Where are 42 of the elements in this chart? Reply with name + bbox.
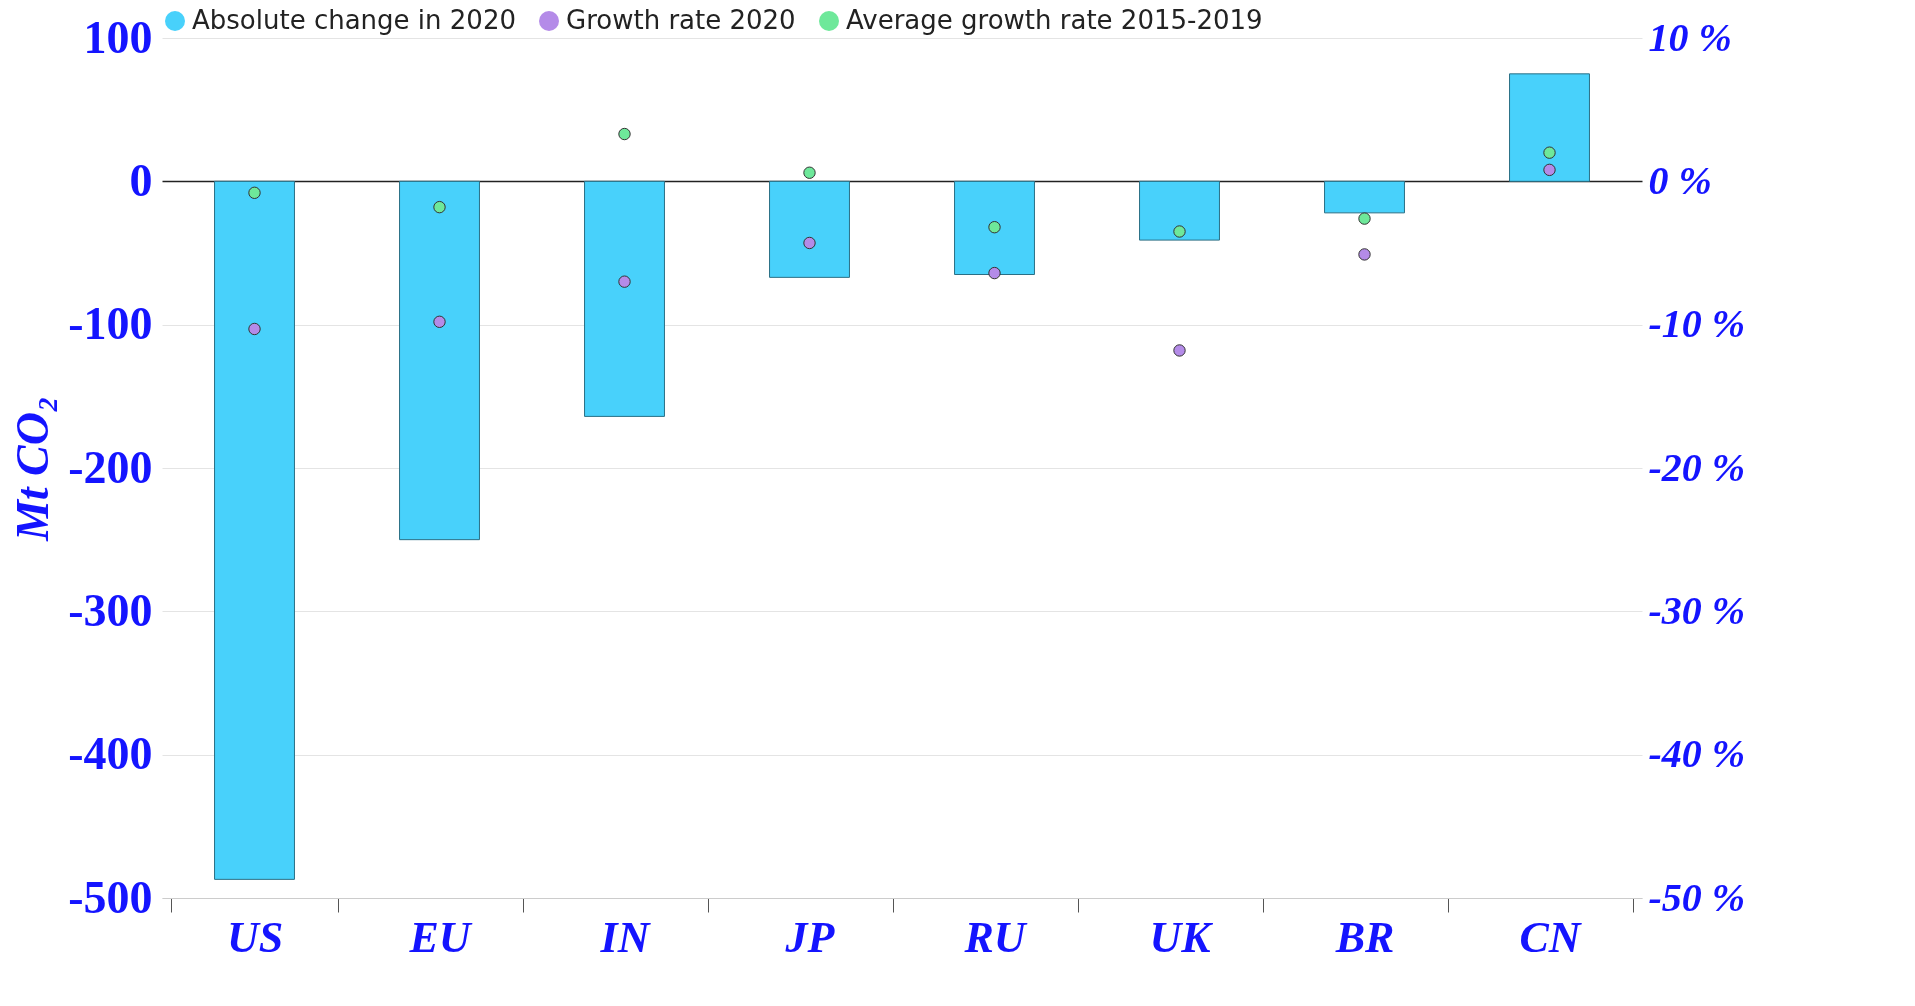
y-axis-title: Mt CO₂ [7,395,59,543]
legend-label: Average growth rate 2015-2019 [846,5,1263,35]
point [1358,248,1371,261]
point [1543,146,1556,159]
point [1173,344,1186,357]
y-tick-label: 0 [129,154,153,206]
y-tick-label: -200 [68,441,153,493]
x-tick-label: JP [784,912,836,962]
x-tick-label: IN [599,912,652,962]
y-tick-label: 100 [83,11,153,63]
x-tick-label: UK [1149,912,1214,962]
point [1543,163,1556,177]
y2-tick-label: -20 % [1648,444,1746,490]
point [1173,225,1186,238]
point [618,127,631,141]
point [988,221,1001,234]
point [803,236,816,250]
point [1358,212,1371,225]
point [433,315,446,328]
y2-tick-label: -40 % [1648,731,1746,777]
legend-label: Absolute change in 2020 [192,5,516,35]
y-tick-label: -400 [68,728,153,780]
x-tick-label: EU [408,912,473,962]
y2-tick-label: 10 % [1648,14,1732,60]
legend-label: Growth rate 2020 [566,5,796,35]
y2-tick-label: -10 % [1648,301,1746,347]
x-tick-label: US [226,912,284,962]
point [248,186,261,199]
point [803,166,816,179]
point [988,266,1001,280]
y2-tick-label: -30 % [1648,587,1746,633]
y-tick-label: -100 [68,298,153,350]
point [618,275,631,288]
point [433,200,446,214]
x-tick-label: CN [1519,912,1583,962]
y2-tick-label: 0 % [1648,157,1712,203]
y-tick-label: -500 [68,871,153,923]
x-tick-label: BR [1334,912,1395,962]
x-tick-label: RU [963,912,1028,962]
point [248,322,261,336]
y2-tick-label: -50 % [1648,874,1746,920]
y-tick-label: -300 [68,584,153,636]
